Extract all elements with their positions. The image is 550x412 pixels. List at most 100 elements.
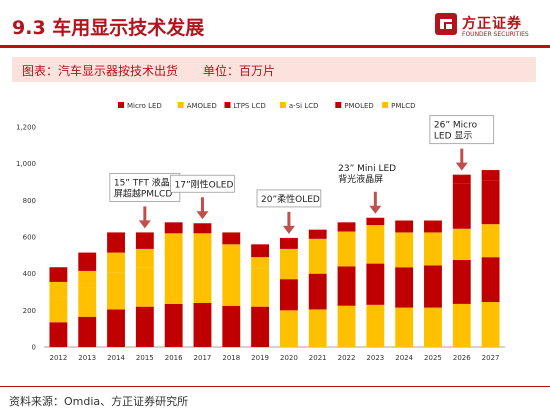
bar-segment xyxy=(78,287,97,317)
bar-segment xyxy=(193,223,212,234)
bar-segment xyxy=(279,248,298,280)
bar-segment xyxy=(395,307,414,347)
annotation-arrow-shaft xyxy=(200,197,204,213)
bar-segment xyxy=(107,272,125,310)
bar-segment xyxy=(481,170,500,181)
bar-segment xyxy=(452,183,471,229)
bar-segment xyxy=(395,232,414,268)
legend-label: PMLCD xyxy=(391,102,415,110)
bar-segment xyxy=(481,180,500,225)
bar-segment xyxy=(135,306,154,347)
title-divider xyxy=(0,45,550,48)
bar-segment xyxy=(49,322,68,347)
annotation-arrow-head xyxy=(196,211,209,220)
bar-segment xyxy=(279,279,298,311)
bar-segment xyxy=(279,237,298,249)
bar-segment xyxy=(107,232,125,253)
legend-label: LTPS LCD xyxy=(234,102,266,110)
bar-segment xyxy=(193,233,212,259)
x-tick-label: 2025 xyxy=(424,354,442,362)
logo-text: 方正证券 xyxy=(462,16,522,32)
annotation-text: 15” TFT 液晶 xyxy=(114,176,170,188)
x-tick-label: 2019 xyxy=(251,354,269,362)
x-tick-label: 2018 xyxy=(222,354,240,362)
page-title: 9.3 车用显示技术发展 xyxy=(12,17,205,39)
bar-segment xyxy=(164,303,183,347)
x-tick-label: 2020 xyxy=(280,354,298,362)
annotation-arrow-shaft xyxy=(143,206,147,222)
annotation-arrow-shaft xyxy=(373,191,377,207)
bar-segment xyxy=(366,304,385,347)
x-tick-label: 2026 xyxy=(453,354,471,362)
x-tick-label: 2015 xyxy=(136,354,154,362)
chart-caption: 图表：汽车显示器按技术出货 xyxy=(22,64,179,78)
legend-swatch xyxy=(224,102,231,108)
annotation-arrow-head xyxy=(282,225,295,234)
bar-segment xyxy=(366,225,385,264)
founder-logo-icon xyxy=(435,13,457,35)
bar-segment xyxy=(251,306,270,347)
bar-segment xyxy=(135,248,154,268)
bar-segment xyxy=(251,244,270,258)
bar-segment xyxy=(424,232,442,266)
stacked-bar-chart: 0 200 400 600 800 1,000 1,200 2012 2013 2014 2015 2… xyxy=(16,102,505,362)
annotation-box xyxy=(170,174,235,193)
legend-swatch xyxy=(177,102,184,108)
bar-segment xyxy=(279,310,298,347)
bar-segment xyxy=(164,222,183,234)
annotation-arrow-head xyxy=(138,220,151,229)
bar-segment xyxy=(452,259,471,304)
annotation-text: LED 显示 xyxy=(434,131,473,142)
annotation-text: 屏超越PMLCD xyxy=(114,187,172,199)
bar-segment xyxy=(135,267,154,307)
x-tick-label: 2017 xyxy=(194,354,212,362)
bar-segment xyxy=(164,259,183,304)
brand-logo: 方正证券 FOUNDER SECURITIES xyxy=(434,10,542,44)
annotation-text: 17”刚性OLED xyxy=(175,178,234,190)
bar-segment xyxy=(452,174,471,184)
bar-segment xyxy=(337,222,356,232)
bar-segment xyxy=(107,252,125,273)
bar-segment xyxy=(107,309,125,347)
bar-segment xyxy=(49,267,68,282)
bar-segment xyxy=(78,252,97,271)
bar-segment xyxy=(452,228,471,260)
source-note: 资料来源：Omdia、方正证券研究所 xyxy=(9,395,189,408)
legend-label: PMOLED xyxy=(344,102,373,110)
bar-segment xyxy=(222,305,241,347)
x-tick-label: 2014 xyxy=(107,354,125,362)
logo-subtext: FOUNDER SECURITIES xyxy=(462,31,529,38)
x-tick-label: 2016 xyxy=(165,354,183,362)
y-tick-label: 1,000 xyxy=(16,160,36,168)
x-tick-label: 2021 xyxy=(309,354,327,362)
bar-segment xyxy=(395,220,414,233)
bar-segment xyxy=(308,309,327,347)
bar-segment xyxy=(135,232,154,249)
x-tick-label: 2012 xyxy=(49,354,67,362)
y-tick-label: 0 xyxy=(32,344,36,352)
annotation-arrow-shaft xyxy=(460,148,464,164)
annotation-arrow-shaft xyxy=(287,211,291,227)
chart-caption-bar: 图表：汽车显示器按技术出货 单位：百万片 xyxy=(12,57,536,82)
x-tick-label: 2024 xyxy=(395,354,413,362)
bar-segment xyxy=(337,266,356,306)
annotation-arrow-head xyxy=(369,205,382,214)
bar-segment xyxy=(337,231,356,267)
bar-segment xyxy=(308,273,327,310)
bar-segment xyxy=(424,265,442,308)
annotation-text: 26” Micro xyxy=(434,121,478,131)
legend-swatch xyxy=(382,102,389,108)
annotation-text: 23” Mini LED xyxy=(338,164,396,174)
y-tick-label: 400 xyxy=(23,270,36,278)
bar-segment xyxy=(424,307,442,347)
bar-segment xyxy=(78,270,97,288)
bar-segment xyxy=(481,224,500,258)
y-tick-label: 1,200 xyxy=(16,124,36,132)
x-tick-label: 2023 xyxy=(366,354,384,362)
annotation-arrow-head xyxy=(455,162,468,171)
bar-segment xyxy=(251,257,270,269)
annotation-box xyxy=(256,189,322,208)
bar-segment xyxy=(366,263,385,305)
annotation-text: 20”柔性OLED xyxy=(261,193,320,205)
bar-segment xyxy=(49,296,68,323)
